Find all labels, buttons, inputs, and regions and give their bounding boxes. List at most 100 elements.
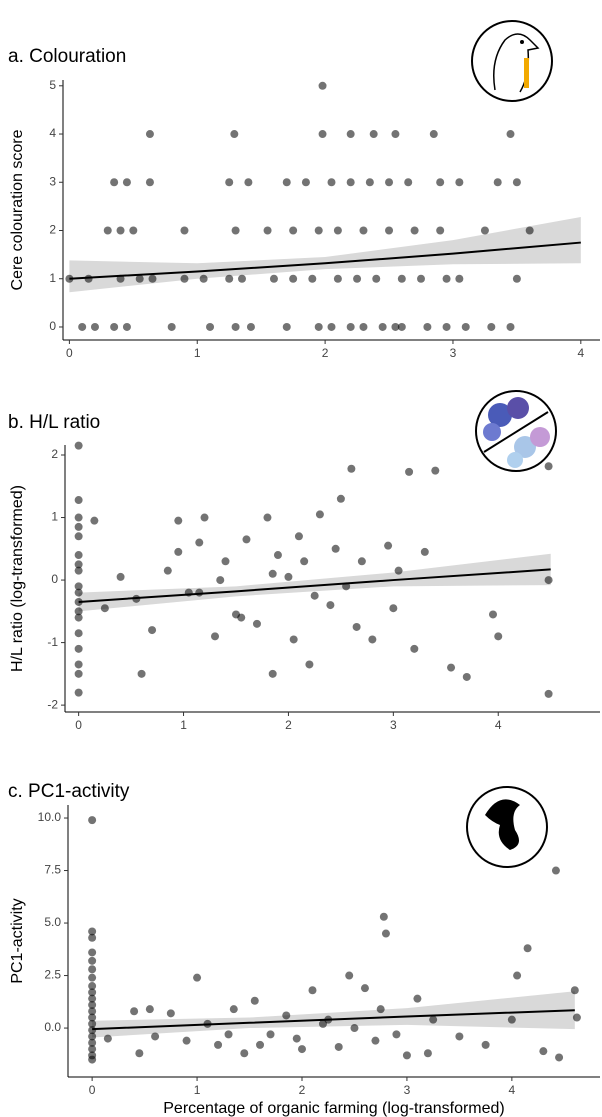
- point: [240, 1049, 249, 1058]
- point: [572, 1013, 581, 1022]
- point: [74, 629, 83, 638]
- fit-line: [92, 1009, 575, 1031]
- y-tick-label: 0: [51, 572, 58, 586]
- y-tick-label: 10.0: [38, 810, 62, 824]
- point: [394, 566, 403, 575]
- point: [282, 322, 291, 331]
- point: [525, 226, 534, 235]
- point: [392, 1030, 401, 1039]
- point: [544, 576, 553, 585]
- point: [110, 178, 119, 187]
- x-tick-label: 0: [66, 346, 73, 360]
- point: [216, 576, 225, 585]
- icon-bird: [471, 20, 553, 102]
- point: [297, 1045, 306, 1054]
- point: [289, 274, 298, 283]
- point: [266, 1030, 275, 1039]
- point: [166, 1009, 175, 1018]
- point: [88, 1032, 97, 1041]
- point: [544, 689, 553, 698]
- point: [116, 572, 125, 581]
- point: [180, 226, 189, 235]
- point: [523, 944, 532, 953]
- point: [326, 601, 335, 610]
- x-tick-label: 2: [322, 346, 329, 360]
- point: [461, 322, 470, 331]
- icon-activity: [466, 786, 548, 868]
- x-tick-label: 1: [194, 1083, 201, 1097]
- point: [229, 1005, 238, 1014]
- point: [334, 1042, 343, 1051]
- point: [88, 948, 97, 957]
- x-tick-label: 4: [577, 346, 584, 360]
- point: [410, 226, 419, 235]
- point: [494, 632, 503, 641]
- point: [350, 1024, 359, 1033]
- point: [347, 464, 356, 473]
- point: [314, 226, 323, 235]
- point: [163, 566, 172, 575]
- point: [151, 1032, 160, 1041]
- point: [402, 1051, 411, 1060]
- icon-cells: [475, 390, 557, 472]
- point: [318, 130, 327, 139]
- point: [423, 1049, 432, 1058]
- point: [103, 1034, 112, 1043]
- point: [231, 322, 240, 331]
- x-tick-label: 3: [450, 346, 457, 360]
- point: [148, 274, 157, 283]
- point: [436, 226, 445, 235]
- y-tick-label: 5.0: [44, 915, 61, 929]
- point: [122, 322, 131, 331]
- point: [318, 81, 327, 90]
- point: [88, 927, 97, 936]
- y-tick-label: 1: [51, 510, 58, 524]
- point: [130, 1007, 139, 1016]
- point: [88, 816, 97, 825]
- point: [289, 226, 298, 235]
- point: [513, 971, 522, 980]
- confidence-band: [69, 216, 581, 293]
- point: [263, 226, 272, 235]
- point: [74, 644, 83, 653]
- point: [74, 660, 83, 669]
- point: [555, 1053, 564, 1062]
- point: [480, 226, 489, 235]
- point: [90, 322, 99, 331]
- point: [292, 1034, 301, 1043]
- point: [78, 322, 87, 331]
- point: [74, 566, 83, 575]
- y-tick-label: 1: [49, 271, 56, 285]
- x-tick-label: 1: [180, 718, 187, 732]
- point: [193, 973, 202, 982]
- point: [294, 532, 303, 541]
- point: [410, 644, 419, 653]
- point: [74, 551, 83, 560]
- point: [284, 572, 293, 581]
- y-tick-label: -1: [47, 635, 58, 649]
- point: [417, 274, 425, 283]
- point: [429, 130, 438, 139]
- x-tick-label: 0: [89, 1083, 96, 1097]
- point: [74, 441, 83, 450]
- point: [336, 494, 345, 503]
- point: [268, 569, 277, 578]
- x-tick-label: 4: [509, 1083, 516, 1097]
- point: [88, 1019, 97, 1028]
- point: [379, 912, 388, 921]
- point: [174, 516, 183, 525]
- x-tick-label: 0: [75, 718, 82, 732]
- point: [385, 178, 394, 187]
- point: [174, 547, 183, 556]
- y-tick-label: 0: [49, 319, 56, 333]
- point: [506, 130, 515, 139]
- point: [420, 547, 429, 556]
- point: [211, 632, 220, 641]
- point: [378, 322, 387, 331]
- point: [315, 510, 324, 519]
- point: [103, 226, 112, 235]
- point: [360, 984, 369, 993]
- point: [489, 610, 497, 619]
- point: [346, 130, 355, 139]
- point: [404, 178, 413, 187]
